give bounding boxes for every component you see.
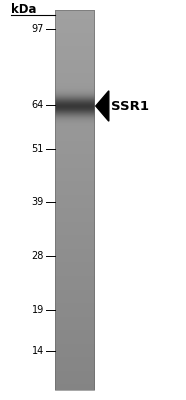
Text: 51: 51	[31, 144, 44, 154]
Bar	[55, 10, 94, 390]
Text: 14: 14	[31, 346, 44, 356]
Text: SSR1: SSR1	[111, 100, 149, 112]
Text: kDa: kDa	[11, 3, 37, 16]
Text: 28: 28	[31, 251, 44, 261]
Text: 39: 39	[31, 197, 44, 207]
Polygon shape	[96, 91, 109, 121]
Text: 97: 97	[31, 24, 44, 34]
Text: 64: 64	[31, 100, 44, 110]
Text: 19: 19	[31, 305, 44, 315]
